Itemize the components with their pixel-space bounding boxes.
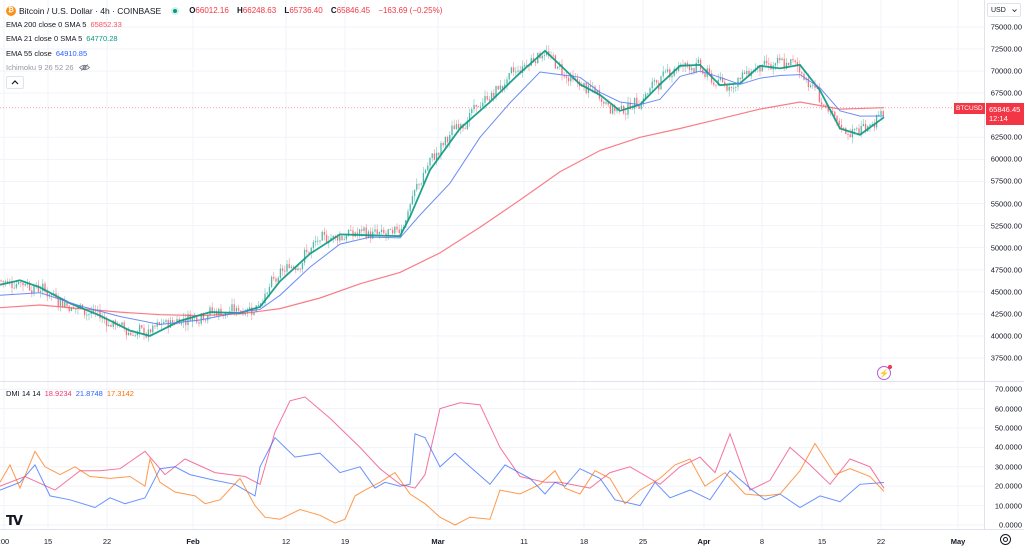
high-value: 66248.63 — [242, 6, 277, 15]
market-open-status-icon — [171, 6, 180, 15]
indicator-ema21[interactable]: EMA 21 close 0 SMA 5 64770.28 — [6, 32, 445, 47]
time-axis-label: May — [950, 537, 966, 546]
indicator-label: Ichimoku 9 26 52 26 — [6, 63, 74, 73]
close-key: C — [330, 6, 337, 15]
current-price-tag: 65846.45 12:14 — [986, 103, 1024, 125]
time-axis-label: 22 — [876, 537, 886, 546]
indicator-ema55[interactable]: EMA 55 close 64910.85 — [6, 46, 445, 61]
time-axis-label: 25 — [638, 537, 648, 546]
pane-separator[interactable] — [0, 381, 1024, 382]
time-axis-label: 18 — [579, 537, 589, 546]
price-axis-label: 40000.00 — [990, 331, 1022, 341]
time-axis-label: 19 — [340, 537, 350, 546]
time-axis-label: 15 — [43, 537, 53, 546]
low-value: 65736.40 — [289, 6, 323, 15]
price-axis-label: 52500.00 — [990, 221, 1022, 231]
price-axis-label: 60000.00 — [990, 154, 1022, 164]
adx-value: 18.9234 — [44, 389, 72, 398]
price-axis-label: 72500.00 — [990, 44, 1022, 54]
symbol-title-row: ₿ Bitcoin / U.S. Dollar · 4h · COINBASE … — [6, 4, 445, 17]
indicator-label: EMA 200 close 0 SMA 5 — [6, 19, 87, 29]
currency-select[interactable]: USD — [987, 3, 1021, 17]
indicator-label: EMA 21 close 0 SMA 5 — [6, 34, 83, 44]
eye-hidden-icon[interactable] — [78, 64, 90, 72]
low-key: L — [284, 6, 290, 15]
currency-label: USD — [991, 6, 1006, 14]
dmi-axis-label: 30.0000 — [994, 462, 1022, 472]
current-price: 65846.45 — [989, 105, 1021, 114]
indicator-ichimoku[interactable]: Ichimoku 9 26 52 26 — [6, 61, 445, 76]
price-axis-label: 75000.00 — [990, 22, 1022, 32]
dmi-axis-label: 70.0000 — [994, 384, 1022, 394]
change-value: −163.69 (−0.25%) — [378, 6, 443, 15]
dmi-axis[interactable]: 70.0000 60.0000 50.0000 40.0000 30.0000 20.00… — [984, 382, 1024, 530]
indicator-value: 65852.33 — [90, 19, 122, 29]
time-axis-label: 8 — [759, 537, 765, 546]
indicator-label: EMA 55 close — [6, 48, 52, 58]
price-axis-label: 57500.00 — [990, 176, 1022, 186]
chevron-down-icon — [1012, 8, 1017, 12]
chevron-up-icon — [11, 80, 19, 85]
bitcoin-icon: ₿ — [6, 5, 16, 16]
price-chart-canvas[interactable] — [0, 0, 984, 381]
price-axis-label: 37500.00 — [990, 353, 1022, 363]
price-axis-label: 55000.00 — [990, 199, 1022, 208]
price-axis-label: 70000.00 — [990, 66, 1022, 76]
price-axis-label: 47500.00 — [990, 265, 1022, 275]
bar-countdown: 12:14 — [989, 114, 1008, 123]
dmi-axis-label: 50.0000 — [994, 423, 1022, 433]
time-axis-label: Apr — [697, 537, 711, 546]
dmi-label: DMI 14 14 — [6, 389, 41, 398]
dmi-chart-canvas[interactable] — [0, 382, 984, 529]
open-value: 66012.16 — [195, 6, 229, 15]
price-axis-label: 45000.00 — [990, 287, 1022, 297]
time-axis-label: 12 — [281, 537, 291, 546]
open-key: O — [189, 6, 196, 15]
dmi-legend[interactable]: DMI 14 14 18.9234 21.8748 17.3142 — [6, 389, 134, 398]
symbol-title[interactable]: Bitcoin / U.S. Dollar · 4h · COINBASE — [19, 5, 162, 16]
price-axis-label: 42500.00 — [990, 309, 1022, 319]
minus-di-value: 17.3142 — [106, 389, 134, 398]
dmi-axis-label: 10.0000 — [994, 501, 1022, 511]
plus-di-value: 21.8748 — [75, 389, 103, 398]
time-axis-label: 11 — [520, 537, 528, 546]
dmi-axis-label: 40.0000 — [994, 442, 1022, 452]
indicator-value: 64910.85 — [55, 48, 88, 58]
dmi-axis-label: 60.0000 — [994, 404, 1022, 414]
indicator-value: 64770.28 — [86, 34, 118, 44]
time-axis-label: :00 — [0, 537, 10, 546]
price-pane[interactable]: ₿ Bitcoin / U.S. Dollar · 4h · COINBASE … — [0, 0, 984, 381]
time-axis[interactable]: :00 15 22 Feb 12 19 Mar 11 18 25 Apr 8 15 22 May — [0, 529, 1024, 551]
time-axis-label: 22 — [102, 537, 112, 546]
dmi-pane[interactable]: DMI 14 14 18.9234 21.8748 17.3142 — [0, 382, 984, 529]
price-axis[interactable]: 75000.00 72500.00 70000.00 67500.00 62500.00… — [984, 0, 1024, 381]
time-axis-label: Mar — [431, 537, 445, 546]
tradingview-logo[interactable]: TV — [6, 514, 23, 529]
time-axis-label: Feb — [186, 537, 200, 546]
ohlc-values: O66012.16 H66248.63 L65736.40 C65846.45 … — [189, 6, 445, 15]
high-key: H — [237, 6, 243, 15]
chart-legend: ₿ Bitcoin / U.S. Dollar · 4h · COINBASE … — [6, 4, 445, 89]
alert-lightning-icon[interactable]: ⚡ — [877, 365, 892, 380]
indicator-ema200[interactable]: EMA 200 close 0 SMA 5 65852.33 — [6, 17, 445, 32]
price-axis-label: 50000.00 — [990, 243, 1022, 253]
close-value: 65846.45 — [336, 6, 371, 15]
dmi-axis-label: 0.0000 — [999, 520, 1022, 530]
price-axis-label: 67500.00 — [990, 88, 1022, 98]
settings-icon[interactable] — [1000, 534, 1011, 545]
symbol-price-tag: BTCUSD — [954, 103, 985, 114]
price-axis-label: 62500.00 — [990, 132, 1022, 142]
dmi-axis-label: 20.0000 — [994, 481, 1022, 491]
time-axis-label: 15 — [817, 537, 827, 546]
collapse-legend-button[interactable] — [6, 76, 24, 89]
